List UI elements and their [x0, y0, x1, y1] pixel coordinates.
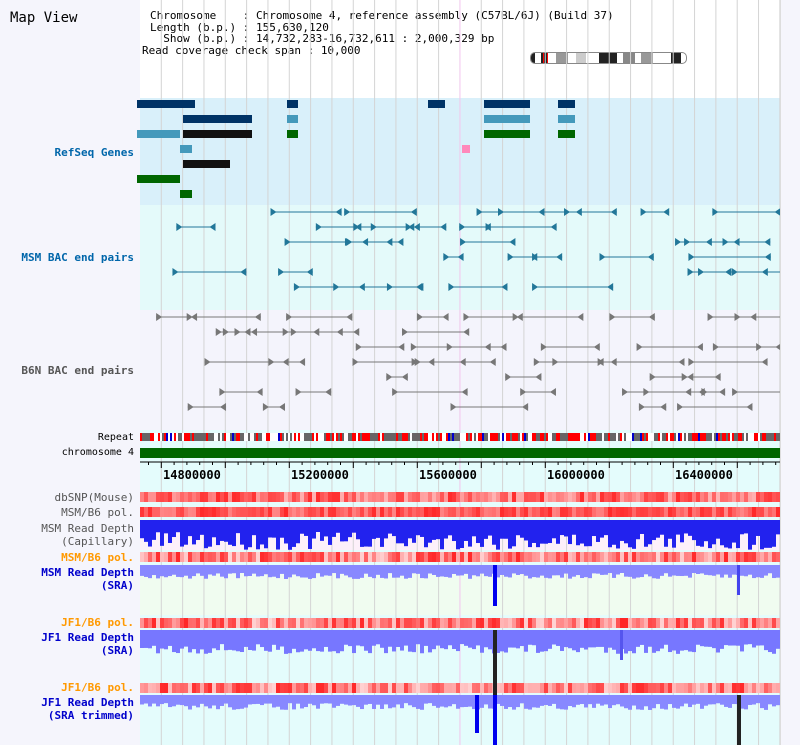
axis-tick-label: 15600000 — [419, 468, 477, 482]
b6n-bac-track — [140, 310, 780, 430]
label-msm-bac[interactable]: MSM BAC end pairs — [21, 251, 134, 264]
show-label: Show (b.p.) : — [150, 32, 256, 45]
ideogram-band — [599, 53, 617, 63]
length-value: 155,630,120 — [255, 20, 329, 34]
chromosome-ideogram[interactable] — [530, 52, 687, 64]
left-panel — [0, 0, 140, 745]
show-value: 14,732,283-16,732,611 : 2,000,329 bp — [255, 32, 495, 45]
axis-tick-label: 16000000 — [547, 468, 605, 482]
label-jf1-trim: JF1 Read Depth (SRA trimmed) — [41, 696, 134, 722]
label-msm-pol2: MSM/B6 pol. — [61, 551, 134, 564]
label-refseq[interactable]: RefSeq Genes — [54, 146, 134, 159]
msm-cap-bg — [140, 520, 780, 550]
axis-tick-label: 15200000 — [291, 468, 349, 482]
label-repeat: Repeat — [97, 432, 134, 443]
length-label: Length (b.p.) : — [150, 20, 256, 34]
label-jf1-pol2: JF1/B6 pol. — [61, 681, 134, 694]
ideogram-band — [556, 53, 568, 63]
span-label: Read coverage check span : — [142, 43, 321, 57]
label-dbsnp: dbSNP(Mouse) — [54, 491, 134, 504]
page-title: Map View — [10, 10, 78, 26]
msm-sra-bg — [140, 565, 780, 615]
label-chromosome: chromosome 4 — [61, 447, 134, 458]
ideogram-band — [576, 53, 586, 63]
label-msm-sra: MSM Read Depth (SRA) — [41, 566, 134, 592]
ideogram-band — [671, 53, 681, 63]
label-jf1-pol: JF1/B6 pol. — [61, 616, 134, 629]
ideogram-band — [541, 53, 547, 63]
label-msm-cap: MSM Read Depth (Capillary) — [41, 522, 134, 548]
label-jf1-sra: JF1 Read Depth (SRA) — [41, 631, 134, 657]
axis-tick-label: 14800000 — [163, 468, 221, 482]
msm-bac-track — [140, 205, 780, 310]
label-b6n-bac[interactable]: B6N BAC end pairs — [21, 364, 134, 377]
span-value: 10,000 — [320, 43, 361, 57]
axis-tick-label: 16400000 — [675, 468, 733, 482]
ideogram-band — [641, 53, 653, 63]
chromosome-info: Chromosome : Chromosome 4, reference ass… — [142, 10, 614, 57]
scrollbar[interactable] — [780, 0, 800, 745]
ideogram-current-region — [543, 53, 548, 63]
ideogram-band — [623, 53, 635, 63]
label-msm-pol: MSM/B6 pol. — [61, 506, 134, 519]
ideogram-band — [531, 53, 535, 63]
refseq-track — [140, 98, 780, 205]
